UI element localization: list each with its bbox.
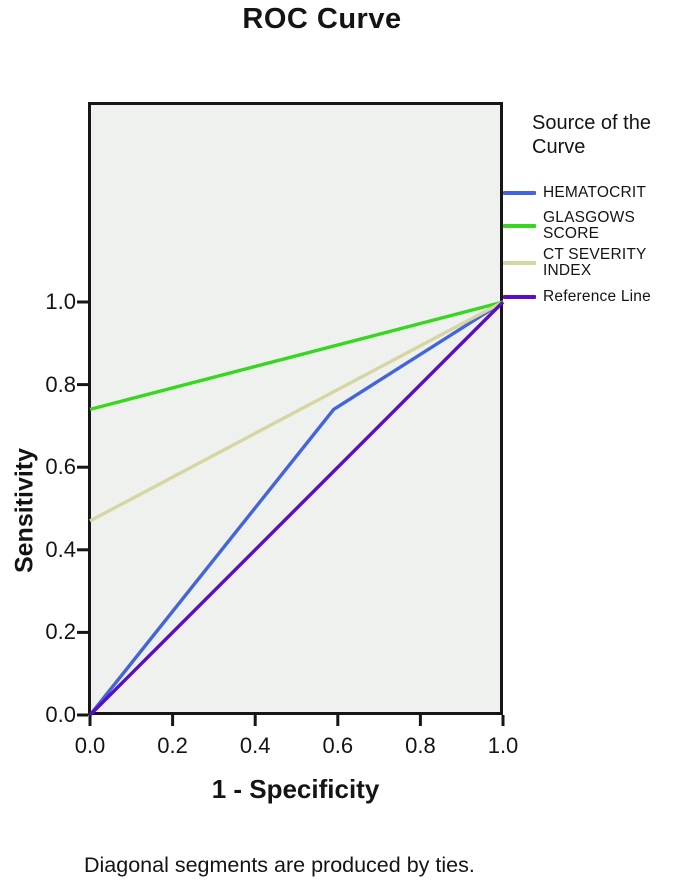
- x-tick-label: 0.4: [239, 733, 271, 758]
- chart-title: ROC Curve: [242, 3, 402, 35]
- legend-entry-reference-line: Reference Line: [503, 289, 681, 305]
- x-tick-label: 0.6: [322, 733, 354, 758]
- hematocrit-line-swatch-icon: [503, 191, 536, 195]
- y-tick-label: 0.8: [45, 371, 76, 397]
- legend-label: CT SEVERITY INDEX: [543, 246, 647, 279]
- x-tick-label: 0.8: [405, 733, 436, 758]
- legend-title: Source of the Curve: [532, 112, 651, 158]
- y-tick-label: 1.0: [45, 289, 76, 314]
- legend-label: HEMATOCRIT: [543, 184, 647, 202]
- x-axis-title: 1 - Specificity: [211, 774, 380, 804]
- plot-area: [88, 102, 503, 715]
- reference-line-swatch-icon: [503, 295, 536, 299]
- chart-footnote: Diagonal segments are produced by ties.: [84, 853, 475, 877]
- y-tick-label: 0.4: [45, 536, 76, 562]
- legend-label: Reference Line: [543, 288, 651, 306]
- y-tick-label: 0.0: [45, 702, 76, 727]
- x-tick-label: 0.0: [74, 733, 106, 758]
- glasgows-score-line-swatch-icon: [503, 223, 536, 228]
- x-tick-label: 1.0: [487, 733, 519, 758]
- x-tick-label: 0.2: [157, 733, 188, 758]
- legend-label: GLASGOWS SCORE: [543, 209, 636, 242]
- y-tick-label: 0.2: [45, 619, 76, 645]
- legend-entry-hematocrit: HEMATOCRIT: [503, 178, 681, 208]
- legend-entry-glasgows-score: GLASGOWS SCORE: [503, 210, 681, 241]
- ct-severity-index-line-swatch-icon: [503, 260, 536, 265]
- legend-entry-ct-severity-index: CT SEVERITY INDEX: [503, 247, 681, 278]
- y-tick-label: 0.6: [45, 454, 76, 480]
